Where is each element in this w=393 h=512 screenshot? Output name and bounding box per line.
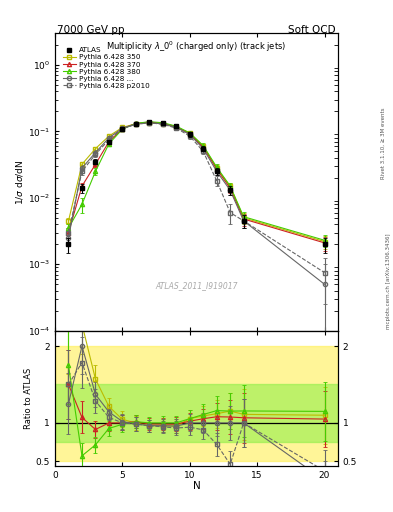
Text: mcplots.cern.ch [arXiv:1306.3436]: mcplots.cern.ch [arXiv:1306.3436] [386, 234, 391, 329]
Text: Multiplicity $\lambda\_0^0$ (charged only) (track jets): Multiplicity $\lambda\_0^0$ (charged onl… [107, 39, 286, 54]
X-axis label: N: N [193, 481, 200, 491]
Legend: ATLAS, Pythia 6.428 350, Pythia 6.428 370, Pythia 6.428 380, Pythia 6.428 ..., P: ATLAS, Pythia 6.428 350, Pythia 6.428 37… [61, 46, 151, 91]
Y-axis label: Ratio to ATLAS: Ratio to ATLAS [24, 368, 33, 429]
Text: ATLAS_2011_I919017: ATLAS_2011_I919017 [155, 282, 238, 291]
Text: Soft QCD: Soft QCD [288, 25, 336, 35]
Text: Rivet 3.1.10, ≥ 3M events: Rivet 3.1.10, ≥ 3M events [381, 108, 386, 179]
Y-axis label: 1/$\sigma$ d$\sigma$/dN: 1/$\sigma$ d$\sigma$/dN [14, 159, 25, 205]
Text: 7000 GeV pp: 7000 GeV pp [57, 25, 125, 35]
Bar [55, 346, 338, 461]
Bar [55, 385, 338, 442]
